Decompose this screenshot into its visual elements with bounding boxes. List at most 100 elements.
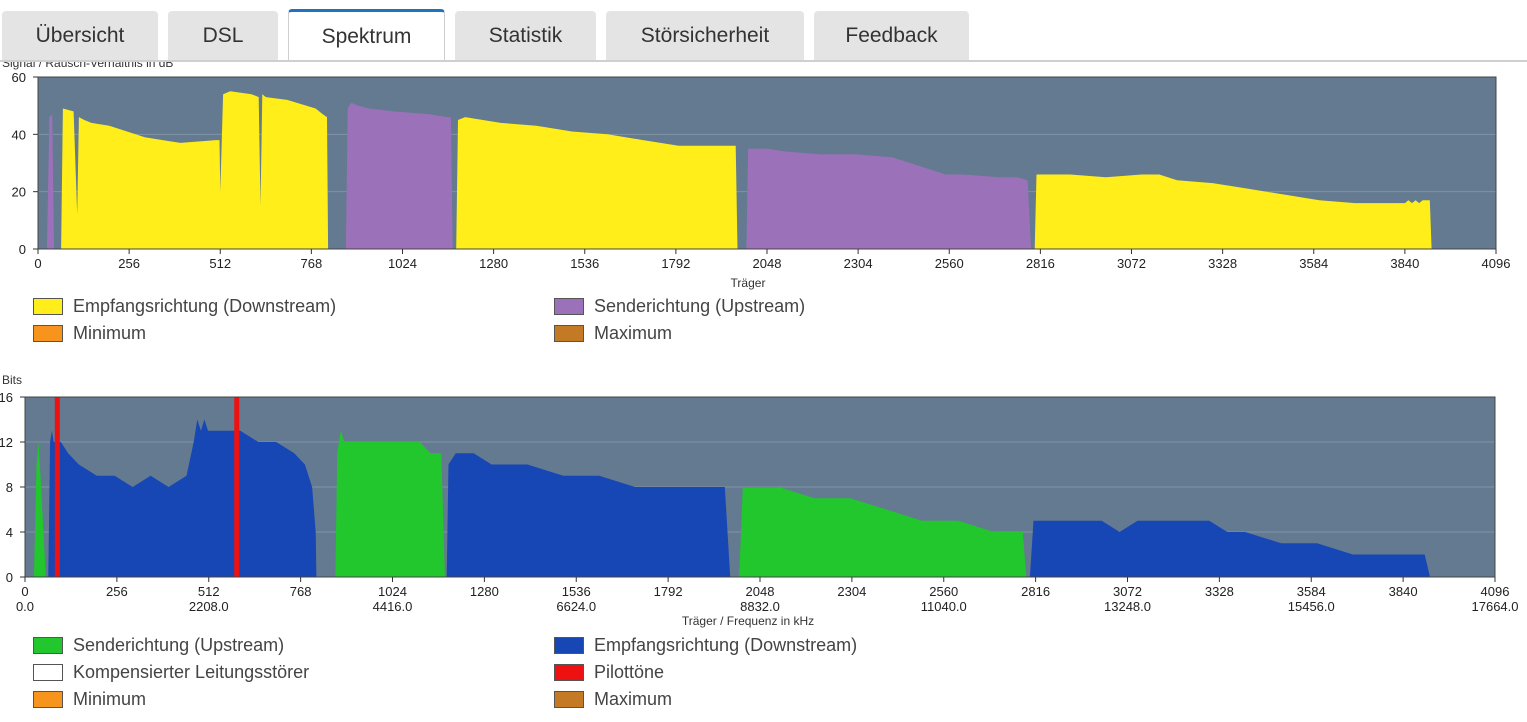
x-tick-label: 256: [106, 584, 128, 599]
series-area: [335, 430, 445, 577]
snr-legend-minimum-swatch: [33, 325, 63, 342]
tab-bar-divider: [0, 60, 1527, 62]
bits-legend-upstream-swatch: [33, 637, 63, 654]
bits-legend-downstream-swatch: [554, 637, 584, 654]
y-tick-label: 20: [12, 185, 26, 200]
bits-legend-pilot-swatch: [554, 664, 584, 681]
x-tick-label: 2816: [1021, 584, 1050, 599]
x-tick-label: 0: [34, 256, 41, 271]
snr-xlabel: Träger: [731, 276, 766, 290]
snr-legend-downstream-swatch: [33, 298, 63, 315]
x-tick-label: 2048: [746, 584, 775, 599]
tab-feedback[interactable]: Feedback: [814, 11, 969, 60]
pilot-tone-marker: [234, 397, 240, 577]
x-freq-label: 11040.0: [921, 599, 967, 614]
y-tick-label: 8: [6, 480, 13, 495]
series-area: [456, 117, 738, 249]
y-tick-label: 0: [19, 242, 26, 257]
bits-legend-maximum-label: Maximum: [594, 689, 673, 709]
x-tick-label: 3072: [1117, 256, 1146, 271]
x-tick-label: 1280: [479, 256, 508, 271]
x-tick-label: 1536: [562, 584, 591, 599]
x-freq-label: 4416.0: [373, 599, 413, 614]
series-area: [746, 148, 1032, 249]
snr-legend: Empfangsrichtung (Downstream) Sendericht…: [0, 296, 1527, 356]
x-tick-label: 3584: [1297, 584, 1326, 599]
bits-legend-minimum-swatch: [33, 691, 63, 708]
x-tick-label: 3328: [1205, 584, 1234, 599]
bits-legend-minimum: Minimum: [33, 689, 146, 710]
x-freq-label: 2208.0: [189, 599, 229, 614]
tab-dsl[interactable]: DSL: [168, 11, 278, 60]
bits-legend: Senderichtung (Upstream) Empfangsrichtun…: [0, 635, 1527, 722]
x-tick-label: 768: [290, 584, 312, 599]
snr-ylabel: Signal / Rausch-Verhältnis in dB: [2, 62, 173, 70]
x-tick-label: 4096: [1481, 584, 1510, 599]
tab-statistik[interactable]: Statistik: [455, 11, 596, 60]
x-tick-label: 3840: [1390, 256, 1419, 271]
series-area: [345, 102, 453, 249]
x-tick-label: 2304: [837, 584, 866, 599]
x-tick-label: 1024: [378, 584, 407, 599]
bits-xlabel: Träger / Frequenz in kHz: [682, 614, 814, 628]
tab-stoersicherheit[interactable]: Störsicherheit: [606, 11, 804, 60]
x-freq-label: 13248.0: [1104, 599, 1151, 614]
x-tick-label: 3840: [1389, 584, 1418, 599]
snr-legend-maximum: Maximum: [554, 323, 672, 344]
snr-legend-upstream-swatch: [554, 298, 584, 315]
tab-spektrum[interactable]: Spektrum: [288, 9, 445, 61]
snr-legend-downstream-label: Empfangsrichtung (Downstream): [73, 296, 337, 316]
y-tick-label: 16: [0, 390, 13, 405]
bits-legend-compensated: Kompensierter Leitungsstörer: [33, 662, 309, 683]
bits-legend-compensated-swatch: [33, 664, 63, 681]
bits-legend-pilot: Pilottöne: [554, 662, 664, 683]
pilot-tone-marker: [54, 397, 60, 577]
y-tick-label: 0: [6, 570, 13, 585]
x-tick-label: 3328: [1208, 256, 1237, 271]
series-area: [61, 91, 329, 249]
x-tick-label: 1024: [388, 256, 417, 271]
x-tick-label: 2560: [929, 584, 958, 599]
series-area: [446, 453, 731, 577]
snr-legend-minimum-label: Minimum: [73, 323, 147, 343]
series-area: [1034, 174, 1432, 249]
bits-legend-upstream: Senderichtung (Upstream): [33, 635, 284, 656]
y-tick-label: 12: [0, 435, 13, 450]
x-tick-label: 2048: [753, 256, 782, 271]
x-tick-label: 768: [301, 256, 323, 271]
x-freq-label: 0.0: [16, 599, 34, 614]
x-tick-label: 4096: [1482, 256, 1511, 271]
series-area: [48, 419, 317, 577]
x-tick-label: 2304: [844, 256, 873, 271]
x-tick-label: 1536: [570, 256, 599, 271]
tab-bar: Übersicht DSL Spektrum Statistik Störsic…: [0, 0, 1527, 62]
x-tick-label: 256: [118, 256, 140, 271]
bits-legend-maximum-swatch: [554, 691, 584, 708]
y-tick-label: 4: [6, 525, 13, 540]
x-tick-label: 0: [21, 584, 28, 599]
x-tick-label: 1280: [470, 584, 499, 599]
bits-legend-downstream-label: Empfangsrichtung (Downstream): [594, 635, 858, 655]
x-freq-label: 6624.0: [556, 599, 596, 614]
tab-uebersicht[interactable]: Übersicht: [2, 11, 158, 60]
snr-legend-upstream: Senderichtung (Upstream): [554, 296, 805, 317]
series-area: [739, 487, 1027, 577]
bits-legend-pilot-label: Pilottöne: [594, 662, 665, 682]
bits-legend-upstream-label: Senderichtung (Upstream): [73, 635, 285, 655]
x-tick-label: 2816: [1026, 256, 1055, 271]
series-area: [46, 114, 54, 249]
snr-legend-downstream: Empfangsrichtung (Downstream): [33, 296, 336, 317]
x-tick-label: 1792: [661, 256, 690, 271]
x-freq-label: 15456.0: [1288, 599, 1335, 614]
x-freq-label: 17664.0: [1472, 599, 1519, 614]
snr-chart: 0 20 40 60 0 256 512 768 1024 1280 1536 1792 2048 230…: [2, 62, 1511, 290]
bits-legend-minimum-label: Minimum: [73, 689, 147, 709]
series-area: [34, 442, 46, 577]
x-freq-label: 8832.0: [740, 599, 780, 614]
x-tick-label: 3584: [1299, 256, 1328, 271]
snr-legend-maximum-label: Maximum: [594, 323, 673, 343]
bits-legend-maximum: Maximum: [554, 689, 672, 710]
series-area: [1029, 520, 1430, 577]
